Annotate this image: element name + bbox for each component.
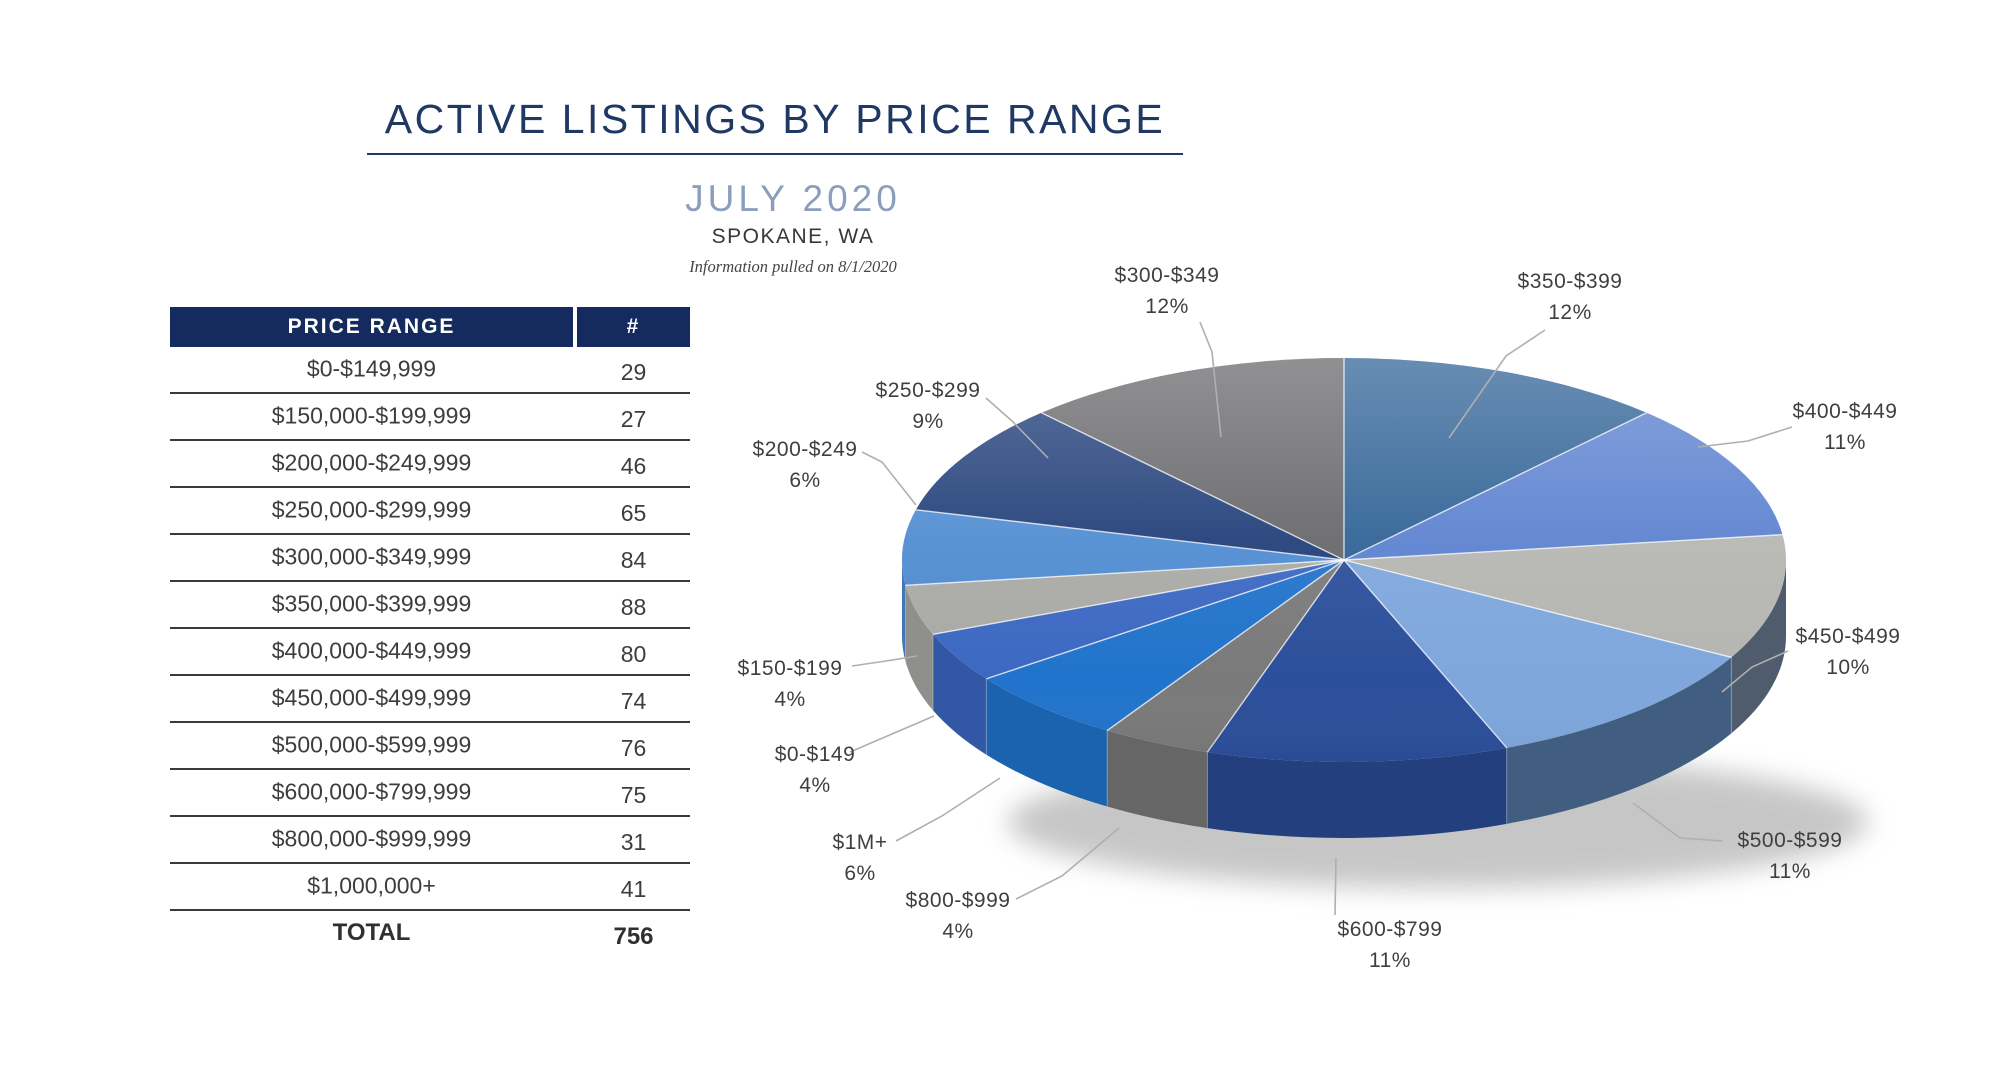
table-row: $1,000,000+ 41 xyxy=(170,864,690,911)
pie-slice-side-$150-$199 xyxy=(905,585,934,711)
pie-slice-side-$800-$999 xyxy=(1107,730,1208,829)
table-row: $400,000-$449,999 80 xyxy=(170,629,690,676)
label-leader-line xyxy=(1697,426,1793,448)
pie-slice-side-$450-$499 xyxy=(1731,560,1786,734)
count-cell: 46 xyxy=(620,452,647,479)
pie-slice-side-$200-$249 xyxy=(902,560,906,662)
label-leader-line xyxy=(1199,321,1222,438)
price-range-cell: $150,000-$199,999 xyxy=(271,401,472,428)
table-row: $150,000-$199,999 27 xyxy=(170,394,690,441)
price-range-cell: $250,000-$299,999 xyxy=(271,495,472,522)
count-cell: 74 xyxy=(620,687,647,714)
count-cell: 80 xyxy=(620,640,647,667)
label-leader-line xyxy=(1448,329,1546,439)
count-cell: 84 xyxy=(620,546,647,573)
label-leader-line xyxy=(1334,857,1337,916)
info-note: Information pulled on 8/1/2020 xyxy=(689,257,897,276)
table-row: $500,000-$599,999 76 xyxy=(170,723,690,770)
count-cell: 76 xyxy=(620,734,647,761)
label-leader-line xyxy=(861,451,917,506)
table-body: $0-$149,999 29 $150,000-$199,999 27 $200,000… xyxy=(170,347,690,911)
table-total-row: TOTAL 756 xyxy=(170,911,690,957)
label-leader-line xyxy=(1015,827,1120,900)
pie-slice-side-$1M+ xyxy=(986,678,1108,807)
price-range-cell: $200,000-$249,999 xyxy=(271,448,472,475)
column-header-count: # xyxy=(577,307,690,347)
table-row: $0-$149,999 29 xyxy=(170,347,690,394)
total-label: TOTAL xyxy=(332,918,411,946)
price-range-cell: $800,000-$999,999 xyxy=(271,824,472,851)
pie-leader-group xyxy=(849,321,1793,916)
count-cell: 31 xyxy=(620,828,647,855)
label-leader-line xyxy=(1632,802,1723,842)
title-underline xyxy=(367,153,1183,155)
table-header-row: PRICE RANGE # xyxy=(170,307,690,347)
table-row: $300,000-$349,999 84 xyxy=(170,535,690,582)
price-range-cell: $0-$149,999 xyxy=(306,354,437,381)
label-leader-line xyxy=(849,715,935,753)
label-leader-line xyxy=(851,655,918,667)
count-cell: 88 xyxy=(620,593,647,620)
subtitle-month: JULY 2020 xyxy=(685,178,901,219)
table-row: $200,000-$249,999 46 xyxy=(170,441,690,488)
count-cell: 27 xyxy=(620,405,647,432)
price-range-cell: $1,000,000+ xyxy=(307,871,436,898)
pie-slice-side-$500-$599 xyxy=(1506,657,1732,824)
price-range-cell: $300,000-$349,999 xyxy=(271,542,472,569)
label-leader-line xyxy=(1721,650,1789,693)
column-header-price-range: PRICE RANGE xyxy=(170,307,573,347)
page-title: ACTIVE LISTINGS BY PRICE RANGE xyxy=(384,96,1166,142)
count-cell: 75 xyxy=(620,781,647,808)
price-range-cell: $600,000-$799,999 xyxy=(271,777,472,804)
count-cell: 65 xyxy=(620,499,647,526)
table-row: $350,000-$399,999 88 xyxy=(170,582,690,629)
price-range-cell: $450,000-$499,999 xyxy=(271,683,472,710)
subtitle-location: SPOKANE, WA xyxy=(711,225,875,248)
total-value: 756 xyxy=(613,922,654,950)
price-range-cell: $350,000-$399,999 xyxy=(271,589,472,616)
count-cell: 29 xyxy=(620,358,647,385)
pie-sheen xyxy=(902,358,1786,762)
pie-slice-side-$600-$799 xyxy=(1207,747,1507,839)
price-range-cell: $500,000-$599,999 xyxy=(271,730,472,757)
table-row: $800,000-$999,999 31 xyxy=(170,817,690,864)
table-row: $600,000-$799,999 75 xyxy=(170,770,690,817)
price-range-table: PRICE RANGE # $0-$149,999 29 $150,000-$199… xyxy=(170,307,690,957)
price-range-cell: $400,000-$449,999 xyxy=(271,636,472,663)
pie-rim-group xyxy=(902,560,1786,839)
label-leader-line xyxy=(985,397,1049,459)
label-leader-line xyxy=(895,777,1001,842)
table-row: $250,000-$299,999 65 xyxy=(170,488,690,535)
table-row: $450,000-$499,999 74 xyxy=(170,676,690,723)
count-cell: 41 xyxy=(620,875,647,902)
header-block: ACTIVE LISTINGS BY PRICE RANGE xyxy=(365,96,1185,143)
pie-slice-side-$0-$149 xyxy=(933,634,987,755)
